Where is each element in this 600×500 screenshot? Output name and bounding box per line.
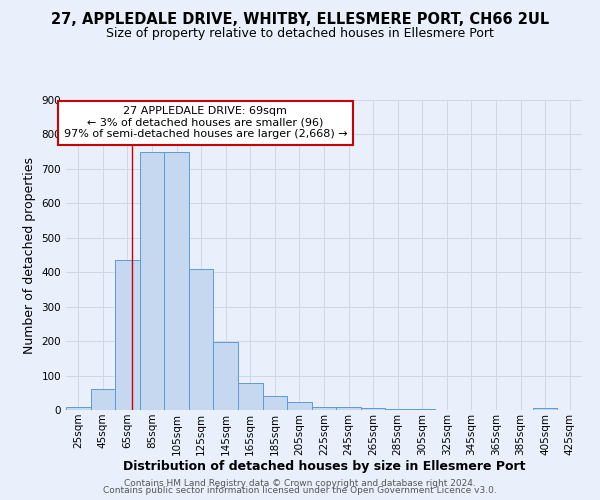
Text: 27 APPLEDALE DRIVE: 69sqm
← 3% of detached houses are smaller (96)
97% of semi-d: 27 APPLEDALE DRIVE: 69sqm ← 3% of detach… <box>64 106 347 140</box>
Bar <box>115 260 140 410</box>
Text: 27, APPLEDALE DRIVE, WHITBY, ELLESMERE PORT, CH66 2UL: 27, APPLEDALE DRIVE, WHITBY, ELLESMERE P… <box>51 12 549 28</box>
Bar <box>533 408 557 410</box>
Bar <box>336 407 361 410</box>
Bar <box>214 342 238 410</box>
Text: Contains HM Land Registry data © Crown copyright and database right 2024.: Contains HM Land Registry data © Crown c… <box>124 478 476 488</box>
Bar <box>385 409 410 410</box>
Bar <box>287 402 312 410</box>
Bar <box>140 152 164 410</box>
X-axis label: Distribution of detached houses by size in Ellesmere Port: Distribution of detached houses by size … <box>123 460 525 473</box>
Y-axis label: Number of detached properties: Number of detached properties <box>23 156 36 354</box>
Bar <box>91 390 115 410</box>
Text: Contains public sector information licensed under the Open Government Licence v3: Contains public sector information licen… <box>103 486 497 495</box>
Bar <box>361 408 385 410</box>
Bar <box>238 383 263 410</box>
Bar <box>66 406 91 410</box>
Bar <box>312 406 336 410</box>
Text: Size of property relative to detached houses in Ellesmere Port: Size of property relative to detached ho… <box>106 28 494 40</box>
Bar <box>263 396 287 410</box>
Bar <box>164 152 189 410</box>
Bar <box>189 269 214 410</box>
